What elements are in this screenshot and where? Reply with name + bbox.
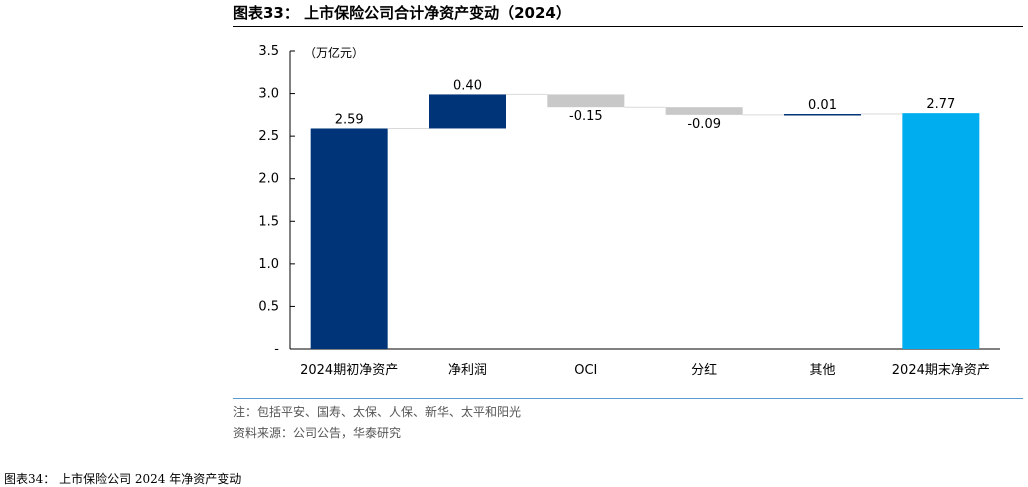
waterfall-bar-5 — [902, 113, 980, 349]
figure-source: 资料来源：公司公告，华泰研究 — [233, 426, 402, 440]
figure-title: 图表33： 上市保险公司合计净资产变动（2024） — [233, 4, 571, 22]
category-label-1: 净利润 — [448, 363, 487, 378]
data-label-3: -0.09 — [687, 117, 721, 132]
data-label-1: 0.40 — [453, 78, 482, 93]
data-label-5: 2.77 — [926, 97, 955, 112]
category-label-0: 2024期初净资产 — [300, 363, 398, 378]
y-tick-label: 1.0 — [258, 257, 279, 272]
footer-rule — [233, 398, 1023, 399]
unit-label: （万亿元） — [304, 45, 364, 60]
waterfall-bar-0 — [310, 128, 388, 349]
y-tick-label: - — [274, 342, 279, 357]
figure-note: 注：包括平安、国寿、太保、人保、新华、太平和阳光 — [233, 405, 522, 419]
title-rule — [233, 26, 1023, 27]
category-label-2: OCI — [574, 363, 597, 378]
category-label-5: 2024期末净资产 — [892, 363, 990, 378]
y-tick-label: 2.5 — [258, 129, 279, 144]
waterfall-chart: - 0.5 1.0 1.5 2.0 2.5 3.0 3.5 （万亿元） 2.59 2024期初净资产… — [258, 44, 1000, 378]
y-tick-label: 3.5 — [258, 44, 279, 59]
category-label-3: 分红 — [691, 362, 717, 378]
data-label-4: 0.01 — [808, 98, 837, 113]
next-figure-title: 图表34： 上市保险公司 2024 年净资产变动 — [4, 472, 242, 486]
waterfall-bar-3 — [665, 107, 743, 115]
waterfall-bar-1 — [429, 94, 506, 129]
waterfall-bar-4 — [784, 114, 861, 116]
data-label-0: 2.59 — [335, 112, 364, 127]
data-label-2: -0.15 — [569, 109, 603, 124]
waterfall-bar-2 — [547, 94, 625, 108]
y-tick-label: 2.0 — [258, 172, 279, 187]
category-label-4: 其他 — [809, 363, 835, 378]
y-tick-label: 1.5 — [258, 214, 279, 229]
y-tick-label: 3.0 — [258, 87, 279, 102]
y-tick-label: 0.5 — [258, 299, 279, 314]
